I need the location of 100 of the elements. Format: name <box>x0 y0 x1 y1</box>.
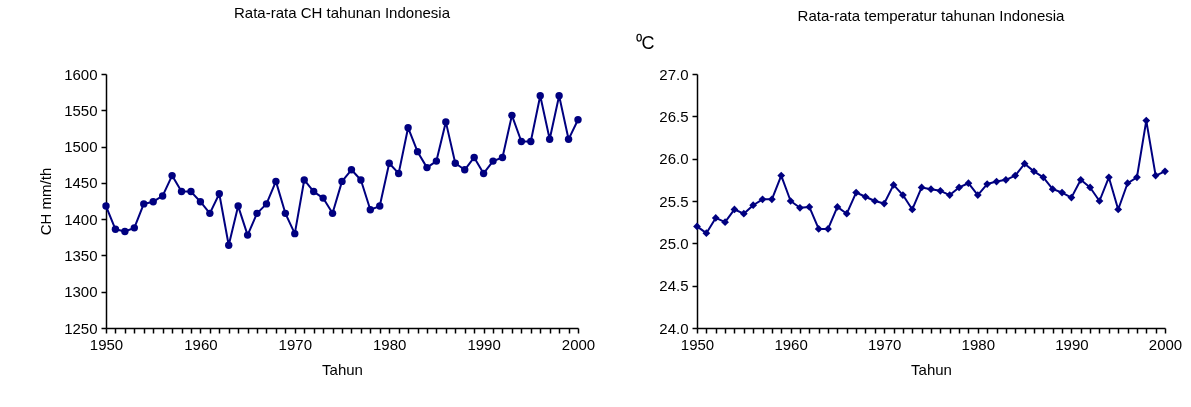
point <box>983 180 992 188</box>
point <box>121 227 129 236</box>
point <box>470 153 478 162</box>
point <box>1151 171 1160 180</box>
point <box>168 171 176 180</box>
point <box>702 229 711 238</box>
point <box>1086 183 1094 192</box>
x-tick-label: 1980 <box>373 335 407 353</box>
y-tick-label: 25.5 <box>659 192 689 210</box>
point <box>908 205 917 214</box>
x-tick-label: 2000 <box>1148 335 1183 353</box>
point <box>889 181 898 189</box>
point <box>225 241 233 249</box>
point <box>739 209 748 218</box>
point <box>432 157 441 165</box>
point <box>338 177 346 186</box>
point <box>1133 173 1141 182</box>
point <box>814 225 823 233</box>
point <box>328 209 337 218</box>
point <box>461 166 469 174</box>
x-tick-label: 1970 <box>278 335 312 353</box>
point <box>140 200 148 208</box>
point <box>768 195 776 204</box>
point <box>1076 175 1085 184</box>
y-tick-label: 24.5 <box>659 277 689 295</box>
x-tick-label: 1990 <box>1055 335 1089 353</box>
y-tick-label: 1300 <box>64 283 98 301</box>
point <box>158 192 167 200</box>
point <box>1039 173 1048 182</box>
point <box>423 163 431 172</box>
point <box>927 185 935 194</box>
point <box>899 191 907 199</box>
point <box>366 206 375 214</box>
point <box>243 231 252 239</box>
point <box>376 202 384 210</box>
point <box>1002 175 1010 184</box>
x-tick-label: 2000 <box>561 335 596 353</box>
point <box>215 190 223 198</box>
x-axis-title: Tahun <box>322 360 363 378</box>
point <box>508 111 516 120</box>
y-tick-label: 1350 <box>64 246 98 264</box>
y-tick-label: 1550 <box>64 101 98 119</box>
point <box>319 194 327 202</box>
point <box>749 201 758 210</box>
point <box>517 137 526 146</box>
x-tick-label: 1990 <box>467 335 501 353</box>
point <box>479 169 488 178</box>
point <box>545 135 554 144</box>
point <box>196 198 205 206</box>
point <box>945 191 954 199</box>
x-tick-label: 1960 <box>184 335 218 353</box>
point <box>758 195 767 204</box>
point <box>130 224 139 232</box>
point <box>187 187 195 196</box>
chart-title: Rata-rata temperatur tahunan Indonesia <box>797 7 1066 24</box>
point <box>149 198 157 206</box>
x-tick-label: 1950 <box>680 335 715 353</box>
point <box>498 153 507 162</box>
point <box>1114 205 1123 214</box>
point <box>555 92 563 100</box>
point <box>1095 197 1104 205</box>
point <box>936 186 945 195</box>
point <box>564 135 573 144</box>
point <box>1058 188 1066 197</box>
point <box>404 124 412 132</box>
point <box>711 214 720 222</box>
y-axis-title: ⁰C <box>635 32 655 53</box>
point <box>262 200 271 208</box>
point <box>964 179 973 188</box>
point <box>842 209 851 218</box>
point <box>536 92 544 100</box>
point <box>870 197 879 205</box>
point <box>291 229 299 238</box>
point <box>234 202 242 210</box>
point <box>451 159 459 167</box>
point <box>253 209 261 218</box>
point <box>102 202 110 210</box>
point <box>394 169 403 178</box>
point <box>861 192 870 201</box>
y-tick-label: 24.0 <box>659 319 689 337</box>
point <box>1067 193 1076 202</box>
point <box>1011 171 1020 180</box>
point <box>206 209 214 218</box>
point <box>489 157 497 165</box>
y-tick-label: 26.5 <box>659 107 689 125</box>
point <box>805 203 814 211</box>
y-tick-label: 1600 <box>64 65 98 83</box>
point <box>272 177 280 186</box>
point <box>1161 167 1169 176</box>
point <box>385 159 393 167</box>
point <box>442 118 450 126</box>
point <box>1020 159 1029 168</box>
point <box>300 176 308 184</box>
point <box>357 176 365 184</box>
point <box>1104 173 1113 182</box>
point <box>1142 116 1151 125</box>
y-tick-label: 27.0 <box>659 65 689 83</box>
point <box>721 218 729 227</box>
point <box>281 209 290 218</box>
point <box>852 188 860 197</box>
